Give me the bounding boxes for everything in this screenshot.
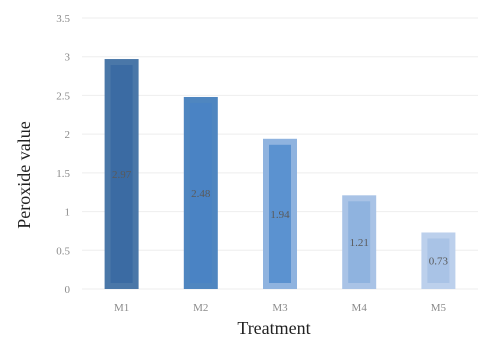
- bar-m3: [263, 138, 297, 289]
- y-axis-ticks: 0 0.5 1 1.5 2 2.5 3 3.5: [56, 13, 70, 296]
- bar-inner: [427, 238, 450, 283]
- data-label-m5: 0.73: [429, 256, 449, 268]
- x-tick-label: M3: [272, 302, 288, 314]
- x-axis-title: Treatment: [237, 318, 310, 338]
- bar-inner: [269, 144, 291, 283]
- bar-m1: [104, 59, 139, 290]
- x-axis-ticks: M1 M2 M3 M4 M5: [114, 302, 447, 314]
- y-axis-title: Peroxide value: [14, 121, 34, 228]
- x-tick-label: M2: [193, 302, 208, 314]
- y-tick-label: 0.5: [56, 245, 70, 257]
- y-tick-label: 3.5: [56, 13, 70, 25]
- y-tick-label: 2.5: [56, 90, 70, 102]
- bar-inner: [189, 102, 212, 283]
- data-label-m1: 2.97: [112, 169, 132, 181]
- data-label-m2: 2.48: [191, 188, 211, 200]
- y-tick-label: 0: [65, 284, 71, 296]
- data-label-m3: 1.94: [270, 209, 290, 221]
- y-tick-label: 2: [65, 129, 71, 141]
- data-label-m4: 1.21: [350, 237, 369, 249]
- y-tick-label: 3: [65, 52, 71, 64]
- bar-m4: [342, 195, 377, 289]
- x-tick-label: M1: [114, 302, 129, 314]
- bar-m5: [421, 232, 456, 289]
- x-tick-label: M5: [431, 302, 447, 314]
- x-tick-label: M4: [352, 302, 368, 314]
- y-tick-label: 1: [65, 207, 71, 219]
- bar-inner: [110, 65, 133, 283]
- bar-inner: [348, 201, 371, 283]
- y-tick-label: 1.5: [56, 168, 70, 180]
- bars: [104, 59, 456, 290]
- data-labels: 2.97 2.48 1.94 1.21 0.73: [112, 169, 449, 268]
- bar-m2: [183, 96, 218, 289]
